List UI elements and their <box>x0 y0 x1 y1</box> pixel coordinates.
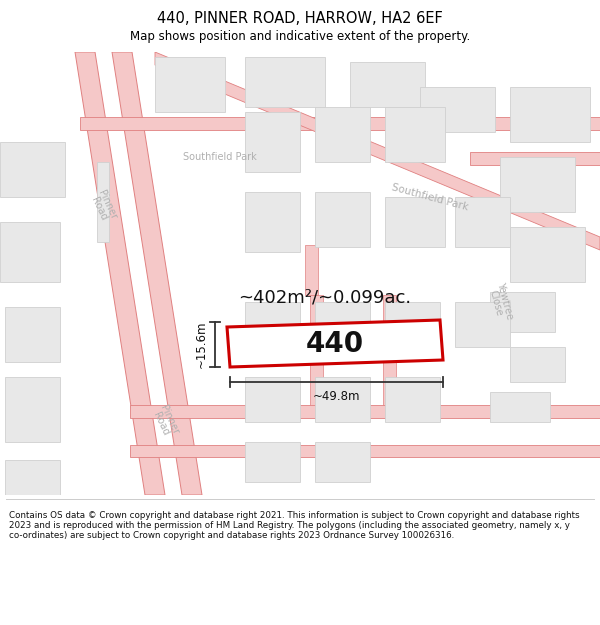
Bar <box>315 442 370 482</box>
Bar <box>455 197 510 247</box>
Text: Pinner
Road: Pinner Road <box>88 189 118 225</box>
Text: Pinner
Road: Pinner Road <box>150 404 180 440</box>
Bar <box>510 227 585 282</box>
Text: Southfield Park: Southfield Park <box>183 152 257 162</box>
Bar <box>245 112 300 172</box>
Polygon shape <box>112 52 202 495</box>
Polygon shape <box>130 405 600 418</box>
Bar <box>155 57 225 112</box>
Text: 440, PINNER ROAD, HARROW, HA2 6EF: 440, PINNER ROAD, HARROW, HA2 6EF <box>157 11 443 26</box>
Bar <box>500 157 575 212</box>
Polygon shape <box>130 445 600 457</box>
Bar <box>455 302 510 347</box>
Bar <box>385 107 445 162</box>
Polygon shape <box>75 52 165 495</box>
Polygon shape <box>470 152 600 165</box>
Bar <box>245 302 300 347</box>
Polygon shape <box>80 117 600 130</box>
Bar <box>0 222 60 282</box>
Text: ~49.8m: ~49.8m <box>313 390 360 403</box>
Bar <box>245 192 300 252</box>
Text: 440: 440 <box>306 329 364 357</box>
Polygon shape <box>305 245 318 295</box>
Bar <box>315 377 370 422</box>
Bar <box>315 107 370 162</box>
Polygon shape <box>227 320 443 367</box>
Bar <box>5 307 60 362</box>
Polygon shape <box>155 52 600 250</box>
Bar <box>420 87 495 132</box>
Bar <box>0 142 65 197</box>
Text: ~402m²/~0.099ac.: ~402m²/~0.099ac. <box>238 288 412 306</box>
Bar <box>490 292 555 332</box>
Bar <box>245 442 300 482</box>
Bar <box>5 460 60 495</box>
Bar <box>385 197 445 247</box>
Text: Southfield Park: Southfield Park <box>391 182 469 212</box>
Text: Map shows position and indicative extent of the property.: Map shows position and indicative extent… <box>130 29 470 42</box>
Bar <box>385 377 440 422</box>
Text: Contains OS data © Crown copyright and database right 2021. This information is : Contains OS data © Crown copyright and d… <box>9 511 580 541</box>
Polygon shape <box>383 295 396 405</box>
Bar <box>245 377 300 422</box>
Bar <box>385 302 440 347</box>
Polygon shape <box>310 295 323 405</box>
Text: Yewtree
Close: Yewtree Close <box>486 281 514 323</box>
Bar <box>245 57 325 107</box>
Bar <box>97 162 109 242</box>
Bar <box>490 392 550 422</box>
Bar <box>315 192 370 247</box>
Bar <box>315 302 370 347</box>
Bar <box>5 377 60 442</box>
Bar <box>510 347 565 382</box>
Bar <box>350 62 425 107</box>
Bar <box>510 87 590 142</box>
Text: ~15.6m: ~15.6m <box>195 321 208 368</box>
